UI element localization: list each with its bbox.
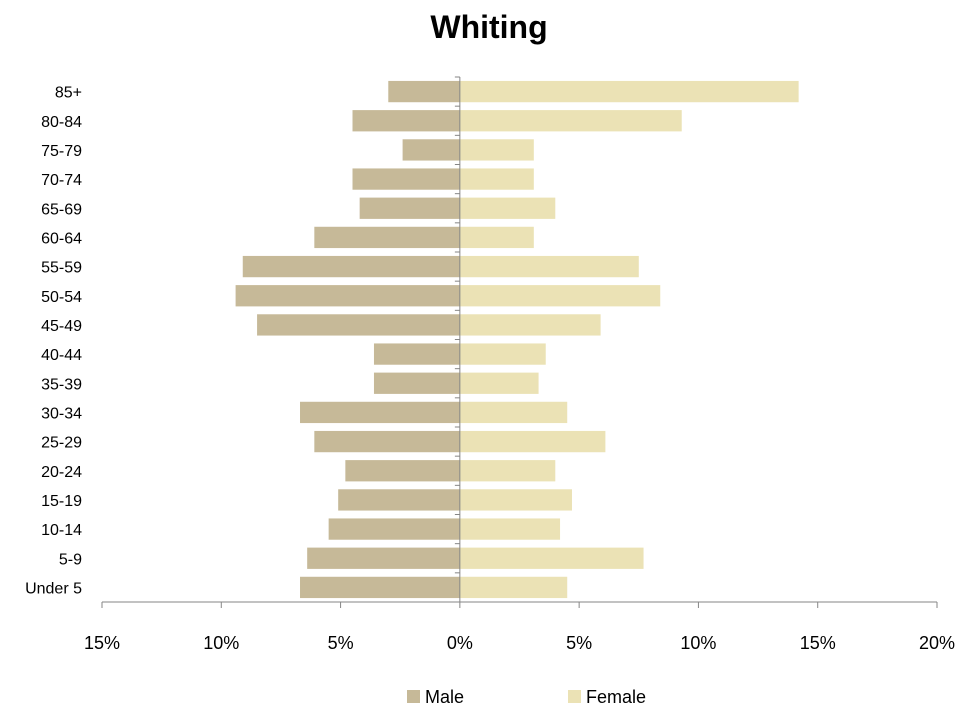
category-label-50-54: 50-54 — [41, 289, 82, 306]
x-tick-label: 5% — [566, 633, 592, 653]
category-label-25-29: 25-29 — [41, 435, 82, 452]
category-label-60-64: 60-64 — [41, 230, 82, 247]
bar-female-30-34 — [459, 401, 568, 424]
bar-male-35-39 — [373, 372, 460, 394]
category-label-15-19: 15-19 — [41, 493, 82, 510]
category-labels: 85+ 80-84 75-79 70-74 65-69 60-64 55-59 50-54 45… — [25, 85, 82, 598]
x-tick-label: 15% — [84, 633, 120, 653]
legend-label-female: Female — [586, 687, 646, 707]
bar-male-70-74 — [352, 168, 460, 190]
x-tick-label: 20% — [919, 633, 955, 653]
category-label-40-44: 40-44 — [41, 347, 82, 364]
bar-female-55-59 — [459, 255, 639, 278]
bar-female-70-74 — [459, 168, 534, 190]
legend-label-male: Male — [425, 687, 464, 707]
x-tick-label: 15% — [800, 633, 836, 653]
bar-male-75-79 — [402, 139, 460, 161]
bar-female-80-84 — [459, 110, 682, 132]
female-bars-group — [459, 80, 799, 599]
legend-swatch-female — [568, 690, 581, 703]
bar-female-75-79 — [459, 139, 534, 161]
x-tick-label: 5% — [328, 633, 354, 653]
bar-female-5-9 — [459, 547, 644, 569]
bar-male-80-84 — [352, 110, 460, 132]
bar-female-85- — [459, 80, 799, 103]
bar-female-20-24 — [459, 460, 556, 482]
chart-title: Whiting — [430, 9, 547, 45]
category-label-75-79: 75-79 — [41, 143, 82, 160]
bar-male-10-14 — [328, 518, 460, 540]
category-label-35-39: 35-39 — [41, 376, 82, 393]
x-tick-label: 10% — [203, 633, 239, 653]
bar-male-60-64 — [314, 226, 460, 249]
category-label-70-74: 70-74 — [41, 172, 82, 189]
bar-male-45-49 — [257, 314, 460, 336]
bar-male-15-19 — [338, 489, 460, 511]
bar-female-50-54 — [459, 285, 661, 307]
legend-swatch-male — [407, 690, 420, 703]
category-label-85-: 85+ — [55, 85, 82, 102]
bar-female-45-49 — [459, 314, 601, 336]
bar-male-85- — [388, 80, 460, 103]
axes — [101, 76, 938, 608]
category-label-20-24: 20-24 — [41, 464, 82, 481]
bar-female-35-39 — [459, 372, 539, 394]
bar-male-40-44 — [373, 343, 460, 365]
bar-male-55-59 — [242, 255, 460, 278]
legend: Male Female — [407, 687, 646, 707]
bar-male-50-54 — [235, 285, 460, 307]
category-label-under-5: Under 5 — [25, 580, 82, 597]
category-label-10-14: 10-14 — [41, 522, 82, 539]
bar-male-5-9 — [307, 547, 460, 569]
bar-female-25-29 — [459, 430, 606, 453]
male-bars-group — [235, 80, 460, 599]
category-label-30-34: 30-34 — [41, 405, 82, 422]
x-tick-label: 10% — [680, 633, 716, 653]
x-tick-labels: 15% 10% 5% 0% 5% 10% 15% 20% — [84, 633, 955, 653]
x-tick-label: 0% — [447, 633, 473, 653]
bar-female-10-14 — [459, 518, 561, 540]
category-label-45-49: 45-49 — [41, 318, 82, 335]
bar-male-30-34 — [300, 401, 460, 424]
bar-male-under-5 — [300, 576, 460, 599]
category-label-65-69: 65-69 — [41, 201, 82, 218]
category-label-55-59: 55-59 — [41, 260, 82, 277]
bar-female-under-5 — [459, 576, 568, 599]
category-label-80-84: 80-84 — [41, 114, 82, 131]
category-label-5-9: 5-9 — [59, 551, 82, 568]
bar-male-25-29 — [314, 430, 460, 453]
bar-female-40-44 — [459, 343, 546, 365]
bar-female-15-19 — [459, 489, 572, 511]
bar-female-65-69 — [459, 197, 556, 219]
bar-male-20-24 — [345, 460, 460, 482]
bar-male-65-69 — [359, 197, 460, 219]
bar-female-60-64 — [459, 226, 534, 249]
